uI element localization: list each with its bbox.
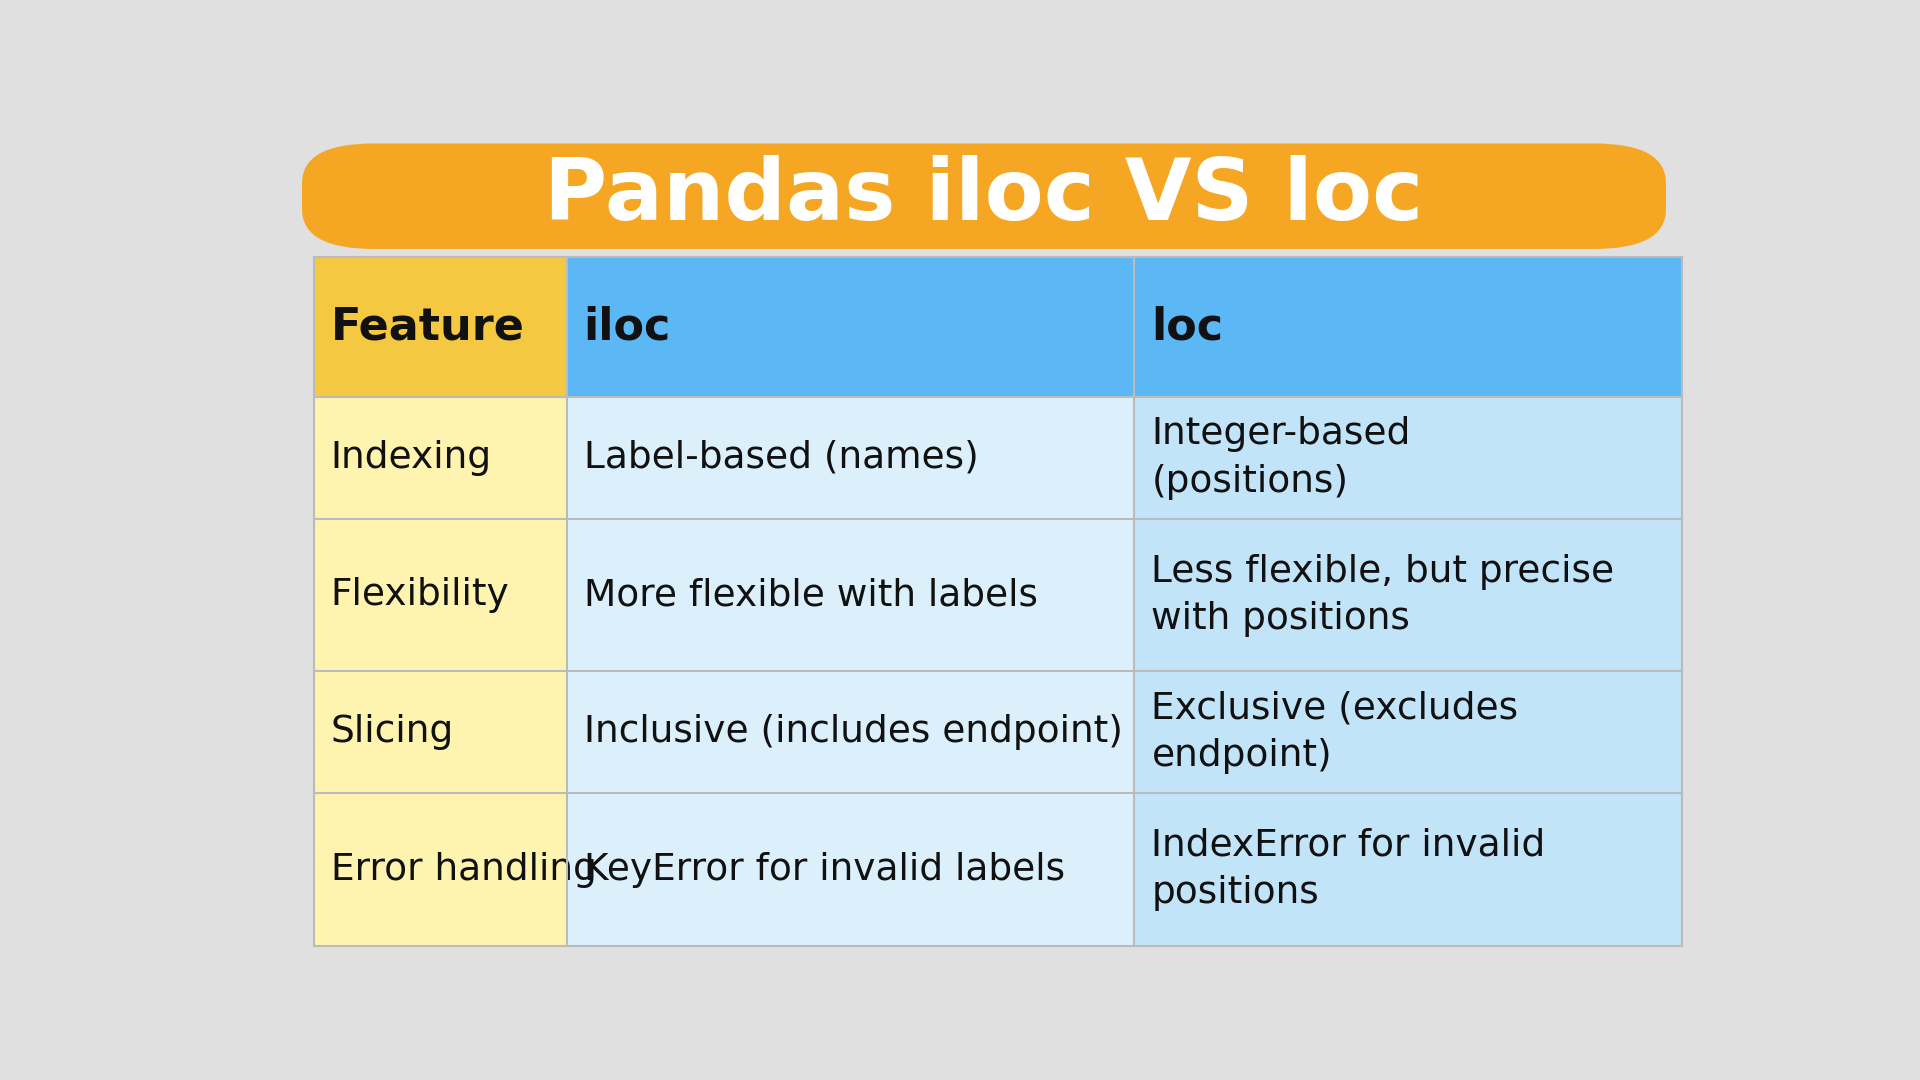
- Text: loc: loc: [1152, 306, 1223, 348]
- Text: Feature: Feature: [330, 306, 524, 348]
- Text: Exclusive (excludes
endpoint): Exclusive (excludes endpoint): [1152, 691, 1519, 774]
- FancyBboxPatch shape: [566, 518, 1135, 672]
- Text: Indexing: Indexing: [330, 440, 492, 476]
- FancyBboxPatch shape: [1135, 794, 1682, 946]
- FancyBboxPatch shape: [1135, 257, 1682, 397]
- Text: Less flexible, but precise
with positions: Less flexible, but precise with position…: [1152, 554, 1615, 637]
- Text: More flexible with labels: More flexible with labels: [584, 577, 1037, 613]
- FancyBboxPatch shape: [1135, 672, 1682, 794]
- Text: Flexibility: Flexibility: [330, 577, 509, 613]
- Text: IndexError for invalid
positions: IndexError for invalid positions: [1152, 828, 1546, 912]
- Text: Slicing: Slicing: [330, 714, 453, 751]
- Text: Pandas iloc VS loc: Pandas iloc VS loc: [545, 154, 1423, 238]
- FancyBboxPatch shape: [566, 397, 1135, 518]
- Text: iloc: iloc: [584, 306, 672, 348]
- FancyBboxPatch shape: [566, 672, 1135, 794]
- Text: KeyError for invalid labels: KeyError for invalid labels: [584, 851, 1066, 888]
- FancyBboxPatch shape: [313, 794, 566, 946]
- FancyBboxPatch shape: [1135, 397, 1682, 518]
- FancyBboxPatch shape: [566, 794, 1135, 946]
- FancyBboxPatch shape: [566, 257, 1135, 397]
- Text: Inclusive (includes endpoint): Inclusive (includes endpoint): [584, 714, 1123, 751]
- FancyBboxPatch shape: [1135, 518, 1682, 672]
- Text: Error handling: Error handling: [330, 851, 597, 888]
- Text: Label-based (names): Label-based (names): [584, 440, 979, 476]
- FancyBboxPatch shape: [313, 397, 566, 518]
- FancyBboxPatch shape: [313, 518, 566, 672]
- FancyBboxPatch shape: [313, 672, 566, 794]
- Text: Integer-based
(positions): Integer-based (positions): [1152, 416, 1411, 500]
- FancyBboxPatch shape: [313, 257, 566, 397]
- FancyBboxPatch shape: [301, 144, 1667, 249]
